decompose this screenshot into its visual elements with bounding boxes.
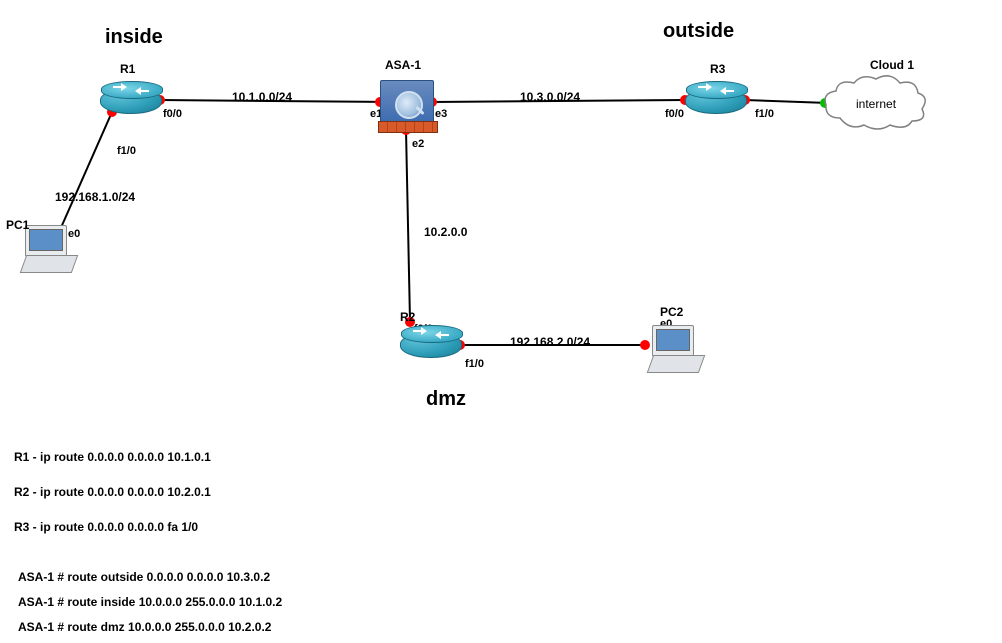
firewall-bricks-icon	[378, 121, 438, 133]
label-asa1: ASA-1	[385, 58, 421, 72]
label-cloud1: Cloud 1	[870, 58, 914, 72]
net-r1-asa1: 10.1.0.0/24	[232, 90, 292, 104]
label-pc1: PC1	[6, 218, 29, 232]
router-r1	[100, 88, 162, 114]
endpoint-dot	[640, 340, 650, 350]
net-asa1-r2: 10.2.0.0	[424, 225, 467, 239]
network-diagram: inside outside dmz f0/0 e1 10.1.0.0/24 e…	[0, 0, 1002, 643]
route-r3: R3 - ip route 0.0.0.0 0.0.0.0 fa 1/0	[14, 520, 198, 534]
pc2	[650, 325, 700, 373]
link-r1-pc1	[59, 112, 113, 231]
iface-asa1-e2: e2	[412, 138, 424, 150]
iface-asa1-e3: e3	[435, 108, 447, 120]
route-asa-outside: ASA-1 # route outside 0.0.0.0 0.0.0.0 10…	[18, 570, 270, 584]
router-r3	[685, 88, 747, 114]
router-arrows-icon	[111, 83, 151, 95]
route-asa-dmz: ASA-1 # route dmz 10.0.0.0 255.0.0.0 10.…	[18, 620, 271, 634]
router-r2	[400, 332, 462, 358]
label-r2: R2	[400, 310, 415, 324]
cloud-text: internet	[856, 97, 896, 111]
net-r2-pc2: 192.168.2.0/24	[510, 335, 590, 349]
net-asa1-r3: 10.3.0.0/24	[520, 90, 580, 104]
label-r3: R3	[710, 62, 725, 76]
iface-r1-f00: f0/0	[163, 108, 182, 120]
label-r1: R1	[120, 62, 135, 76]
zone-dmz: dmz	[426, 388, 466, 411]
pc-base-icon	[647, 355, 706, 373]
route-asa-inside: ASA-1 # route inside 10.0.0.0 255.0.0.0 …	[18, 595, 282, 609]
iface-r2-f10: f1/0	[465, 358, 484, 370]
iface-r3-f00: f0/0	[665, 108, 684, 120]
zone-outside: outside	[663, 20, 734, 43]
link-r3-cloud	[745, 99, 825, 104]
router-arrows-icon	[696, 83, 736, 95]
iface-r1-f10: f1/0	[117, 145, 136, 157]
pc-monitor-icon	[652, 325, 694, 357]
pc-base-icon	[20, 255, 79, 273]
net-r1-pc1: 192.168.1.0/24	[55, 190, 135, 204]
route-r1: R1 - ip route 0.0.0.0 0.0.0.0 10.1.0.1	[14, 450, 211, 464]
magnifier-icon	[395, 91, 423, 119]
route-r2: R2 - ip route 0.0.0.0 0.0.0.0 10.2.0.1	[14, 485, 211, 499]
pc-monitor-icon	[25, 225, 67, 257]
zone-inside: inside	[105, 26, 163, 49]
label-pc2: PC2	[660, 305, 683, 319]
link-asa1-r2	[405, 130, 411, 323]
pc1	[23, 225, 73, 273]
router-arrows-icon	[411, 327, 451, 339]
iface-r3-f10: f1/0	[755, 108, 774, 120]
firewall-asa1	[380, 80, 434, 126]
cloud-internet: internet	[820, 73, 930, 133]
